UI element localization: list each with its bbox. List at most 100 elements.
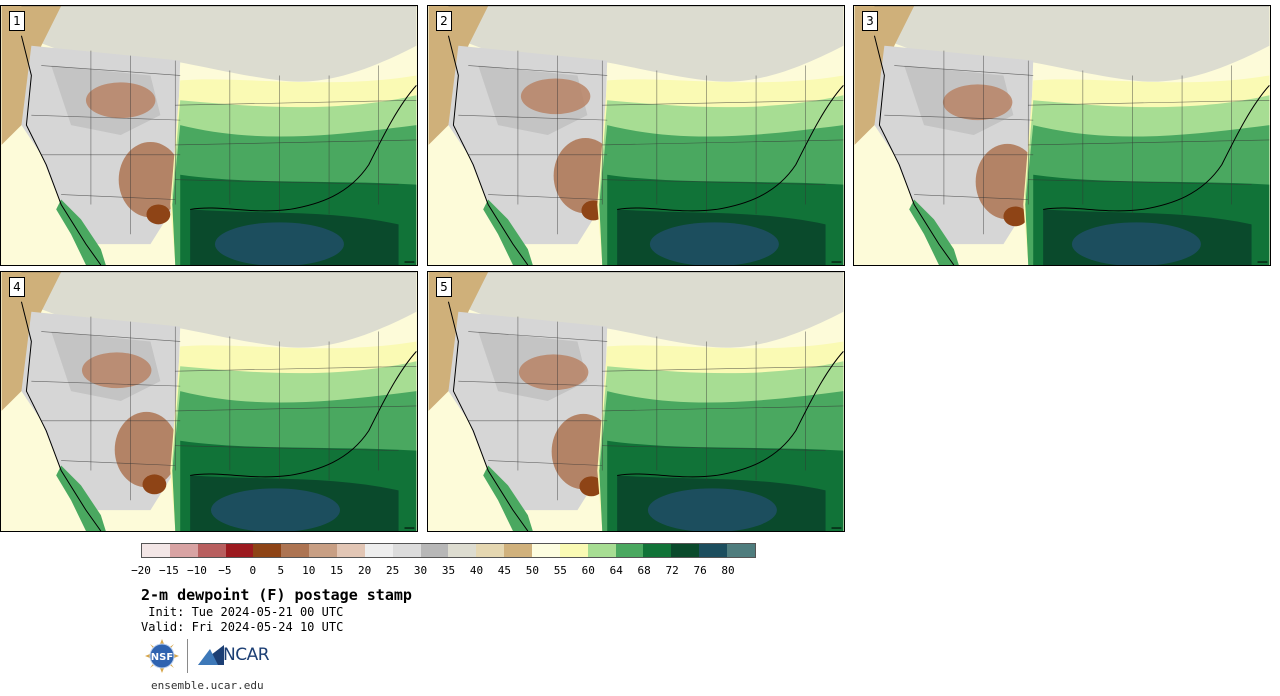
northern-region [21, 272, 417, 348]
colorbar-tick-label: 30 [413, 564, 428, 577]
northern-region [448, 6, 844, 82]
west-coastline [20, 35, 102, 265]
colorbar-tick-label: −5 [218, 564, 232, 577]
dewpoint-map [428, 6, 844, 265]
colorbar-swatch [142, 544, 170, 557]
west-coastline [447, 35, 529, 265]
state-border [488, 194, 603, 200]
colorbar [141, 543, 756, 558]
logo-divider [187, 639, 188, 673]
colorbar-swatch [281, 544, 310, 557]
pacific-ocean [1, 430, 62, 531]
postage-stamp-panel-2: 2 [427, 5, 845, 266]
state-border [61, 460, 176, 466]
colorbar-swatch [643, 544, 672, 557]
state-border [175, 139, 417, 146]
colorbar-tick-label: 35 [441, 564, 456, 577]
state-border [175, 179, 399, 185]
colorbar-tick-label: 25 [385, 564, 400, 577]
northern-region [21, 6, 417, 82]
dry-area [975, 143, 1040, 220]
state-border [175, 365, 417, 372]
state-border [488, 460, 603, 466]
colorbar-tick-label: 10 [302, 564, 316, 577]
colorbar-swatch [699, 544, 728, 557]
colorbar-tick-label: −15 [159, 564, 179, 577]
member-label: 2 [436, 11, 452, 31]
northern-region [448, 272, 844, 348]
state-border [31, 380, 181, 387]
east-coastline [617, 351, 844, 478]
east-coastline [1043, 85, 1270, 212]
state-border [602, 365, 844, 372]
colorbar-swatch [587, 544, 616, 557]
colorbar-tick-label: 72 [665, 564, 679, 577]
colorbar-tick-label: 68 [637, 564, 651, 577]
colorbar-tick-label: 40 [469, 564, 484, 577]
colorbar-swatch [420, 544, 449, 557]
gulf-of-mexico [214, 222, 344, 265]
very-dry-spot [142, 474, 167, 495]
dewpoint-map [1, 272, 417, 531]
colorbar-ticks: −20 −15 −10 −5 0 5 10 15 20 25 30 35 40 45 50 55 60 64 68 7… [0, 564, 800, 578]
state-border [468, 65, 608, 76]
state-border [602, 179, 826, 185]
colorbar-tick-label: 55 [553, 564, 567, 577]
colorbar-tick-label: 60 [581, 564, 595, 577]
state-border [41, 331, 181, 342]
member-label: 3 [862, 11, 878, 31]
state-border [1028, 99, 1270, 106]
colorbar-tick-label: 0 [249, 564, 257, 577]
colorbar-swatch [225, 544, 254, 557]
east-coastline [617, 85, 844, 212]
pacific-ocean [428, 430, 489, 531]
nsf-logo-text: NSF [151, 652, 173, 663]
postage-stamp-panel-1: 1 [0, 5, 418, 266]
east-coastline [190, 351, 417, 478]
ncar-wedge-icon [198, 645, 224, 665]
state-border [458, 380, 608, 387]
west-coastline [873, 35, 955, 265]
nsf-globe-icon: NSF [145, 639, 179, 673]
colorbar-tick-label: 80 [721, 564, 735, 577]
colorbar-tick-label: 20 [358, 564, 372, 577]
dry-area [118, 141, 183, 218]
state-border [41, 65, 181, 76]
colorbar-swatch [532, 544, 560, 557]
dewpoint-map [428, 272, 844, 531]
west-coastline [447, 301, 529, 531]
gulf-of-mexico [1071, 222, 1201, 265]
state-border [602, 445, 826, 451]
dry-area [114, 411, 179, 488]
state-border [468, 331, 608, 342]
dry-area [518, 354, 589, 391]
colorbar-tick-label: 15 [330, 564, 344, 577]
northern-region [874, 6, 1270, 82]
state-border [602, 99, 844, 106]
very-dry-spot [1003, 206, 1028, 227]
state-border [914, 194, 1029, 200]
dry-area [85, 82, 156, 119]
valid-time: Valid: Fri 2024-05-24 10 UTC [141, 620, 344, 634]
state-border [175, 405, 417, 412]
pacific-ocean [428, 164, 489, 265]
site-url: ensemble.ucar.edu [151, 679, 264, 692]
colorbar-swatch [364, 544, 393, 557]
west-coastline [20, 301, 102, 531]
colorbar-swatch [337, 544, 365, 557]
state-border [175, 99, 417, 106]
colorbar-swatch [392, 544, 421, 557]
state-border [175, 445, 399, 451]
dewpoint-map [1, 6, 417, 265]
colorbar-swatch [197, 544, 226, 557]
pacific-ocean [854, 164, 915, 265]
product-title: 2-m dewpoint (F) postage stamp [141, 586, 412, 604]
member-label: 1 [9, 11, 25, 31]
state-border [458, 114, 608, 121]
state-border [602, 139, 844, 146]
colorbar-tick-label: 64 [609, 564, 623, 577]
colorbar-swatch [559, 544, 588, 557]
state-border [602, 405, 844, 412]
colorbar-tick-label: 50 [525, 564, 539, 577]
colorbar-swatch [448, 544, 477, 557]
